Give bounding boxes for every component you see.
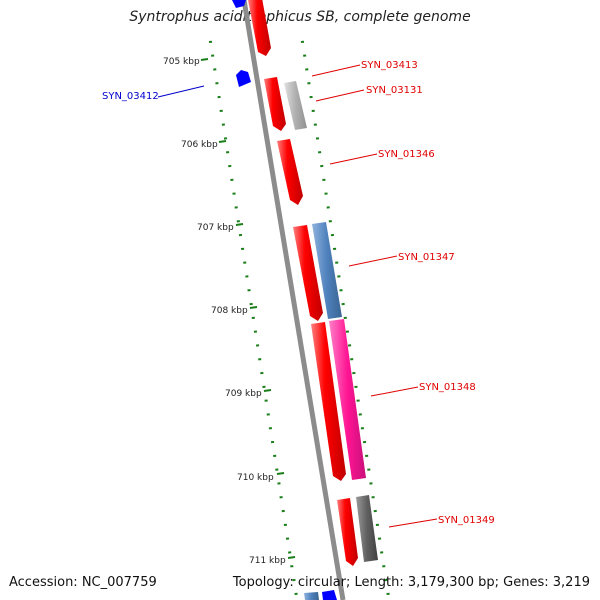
gene-feature-bottom-blue[interactable]	[322, 590, 337, 600]
gene-label-syn-01348[interactable]: SYN_01348	[419, 382, 476, 393]
tick-track	[208, 40, 390, 595]
gene-feature-syn-01347[interactable]	[293, 225, 323, 321]
gene-feature-dark-cds[interactable]	[356, 495, 378, 562]
gene-feature-syn-03413[interactable]	[248, 0, 271, 56]
gene-features	[248, 0, 378, 600]
tick-mark	[276, 472, 285, 475]
gene-label-syn-03413[interactable]: SYN_03413	[361, 60, 418, 71]
gene-label-syn-01347[interactable]: SYN_01347	[398, 252, 455, 263]
gene-feature-syn-03131[interactable]	[264, 77, 286, 131]
tick-mark	[287, 556, 296, 559]
tick-mark	[235, 223, 244, 226]
topology-text: Topology: circular; Length: 3,179,300 bp…	[232, 575, 590, 590]
accession-text: Accession: NC_007759	[9, 575, 157, 590]
label-leaders	[157, 64, 438, 528]
tick-label-706: 706 kbp	[181, 140, 218, 150]
tick-label-708: 708 kbp	[211, 306, 248, 316]
gene-feature-syn-01348[interactable]	[311, 322, 346, 481]
tick-label-710: 710 kbp	[237, 473, 274, 483]
gene-labels: SYN_03413 SYN_03131 SYN_01346 SYN_01347 …	[102, 60, 495, 526]
gene-feature-steel-cds[interactable]	[312, 222, 342, 319]
gene-feature-syn-01346[interactable]	[277, 139, 303, 205]
gene-label-syn-03131[interactable]: SYN_03131	[366, 85, 423, 96]
tick-mark	[263, 389, 272, 392]
gene-feature-syn-01349[interactable]	[337, 498, 358, 566]
genome-backbone	[241, 0, 346, 600]
tick-label-705: 705 kbp	[163, 57, 200, 67]
gene-feature-pink-cds[interactable]	[329, 319, 366, 480]
kbp-scale: 705 kbp 706 kbp 707 kbp 708 kbp 709 kbp …	[163, 57, 296, 566]
gene-label-syn-01346[interactable]: SYN_01346	[378, 149, 435, 160]
gene-feature-bottom-steel[interactable]	[304, 592, 319, 600]
tick-label-707: 707 kbp	[197, 223, 234, 233]
forward-features	[232, 0, 337, 600]
gene-feature-syn-03412[interactable]	[236, 70, 251, 87]
tick-mark	[218, 140, 227, 143]
gene-label-syn-01349[interactable]: SYN_01349	[438, 515, 495, 526]
tick-mark	[200, 58, 209, 61]
gene-feature-top-blue[interactable]	[232, 0, 246, 8]
tick-label-709: 709 kbp	[225, 389, 262, 399]
tick-label-711: 711 kbp	[249, 556, 286, 566]
gene-label-syn-03412[interactable]: SYN_03412	[102, 91, 159, 102]
gene-feature-grey-cds[interactable]	[284, 81, 307, 130]
map-title: Syntrophus aciditrophicus SB, complete g…	[129, 9, 471, 25]
tick-mark	[249, 306, 258, 309]
